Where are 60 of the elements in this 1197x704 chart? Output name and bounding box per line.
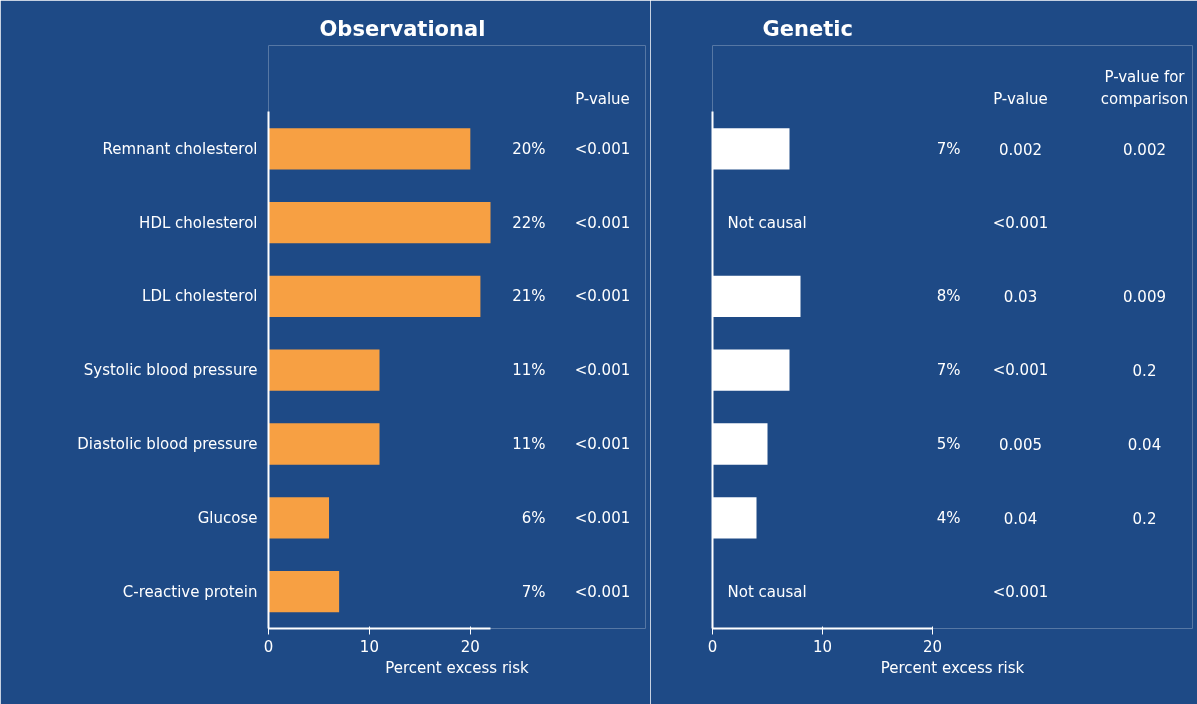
x-tick-label: 0: [707, 637, 718, 656]
bar: [268, 275, 481, 318]
text: <0.001: [574, 139, 631, 158]
data-label: 11%: [512, 435, 546, 454]
text: 0.04: [1003, 509, 1038, 528]
text: <0.001: [574, 287, 631, 306]
bar: [268, 423, 380, 465]
text: 0.2: [1132, 362, 1157, 381]
text: <0.001: [992, 582, 1049, 601]
annotation: Not causal: [727, 582, 807, 601]
y-tick-label: C-reactive protein: [122, 582, 258, 601]
data-label: 7%: [936, 139, 961, 158]
data-label: 20%: [512, 139, 546, 158]
text: 0.009: [1123, 288, 1166, 307]
x-axis-title: Percent excess risk: [880, 658, 1025, 677]
y-tick-label: Remnant cholesterol: [102, 139, 258, 158]
text: P-value: [575, 89, 630, 108]
data-label: 11%: [512, 361, 546, 380]
text: 0.03: [1003, 288, 1038, 307]
y-tick-label: HDL cholesterol: [139, 213, 258, 232]
x-tick-label: 10: [812, 637, 833, 656]
text: <0.001: [574, 361, 631, 380]
text: 0.002: [999, 140, 1042, 159]
text: <0.001: [992, 361, 1049, 380]
x-tick-label: 20: [460, 637, 480, 656]
data-label: 7%: [936, 361, 961, 380]
data-label: 22%: [512, 213, 546, 232]
y-tick-label: Systolic blood pressure: [83, 361, 258, 380]
x-tick-label: 20: [922, 637, 943, 656]
text: <0.001: [574, 508, 631, 527]
text: 0.2: [1132, 509, 1157, 528]
text: P-value for comparison: [1100, 68, 1189, 108]
text: 0.005: [999, 436, 1042, 455]
bar: [268, 497, 330, 539]
bar: [268, 201, 491, 244]
chart-title: Genetic: [762, 16, 853, 41]
y-tick-label: Diastolic blood pressure: [77, 435, 258, 454]
chart-title: Observational: [319, 16, 486, 41]
text: 0.002: [1123, 140, 1166, 159]
bar: [268, 128, 471, 170]
data-label: 8%: [936, 287, 961, 306]
x-axis-title: Percent excess risk: [385, 658, 530, 677]
data-label: 4%: [936, 508, 961, 527]
text: P-value: [993, 89, 1048, 108]
bar: [268, 570, 340, 613]
x-tick-label: 0: [263, 637, 274, 656]
data-label: 6%: [521, 508, 546, 527]
data-label: 21%: [512, 287, 546, 306]
data-label: 5%: [936, 435, 961, 454]
x-tick-label: 10: [359, 637, 379, 656]
annotation: Not causal: [727, 213, 807, 232]
bar: [268, 349, 380, 391]
text: <0.001: [574, 582, 631, 601]
text: 0.04: [1127, 436, 1162, 455]
data-label: 7%: [521, 582, 546, 601]
text: <0.001: [574, 213, 631, 232]
text: <0.001: [992, 213, 1049, 232]
y-tick-label: Glucose: [197, 508, 258, 527]
text: <0.001: [574, 435, 631, 454]
y-tick-label: LDL cholesterol: [142, 287, 258, 306]
